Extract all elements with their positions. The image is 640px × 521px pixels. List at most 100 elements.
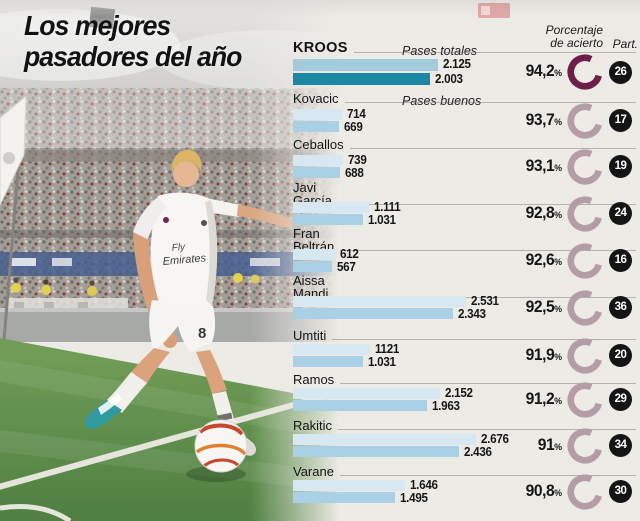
matches-badge: 26 xyxy=(609,60,632,84)
player-name: KROOS xyxy=(293,40,348,56)
svg-text:8: 8 xyxy=(198,325,206,342)
player-name: Umtiti xyxy=(293,328,327,343)
total-passes-value: 1121 xyxy=(375,342,400,356)
good-passes-bar xyxy=(293,261,332,272)
accuracy-ring-icon xyxy=(567,195,602,232)
good-passes-bar xyxy=(293,214,363,225)
total-passes-bar xyxy=(293,296,466,307)
matches-badge: 24 xyxy=(609,202,632,225)
player-name: Kovacic xyxy=(293,91,339,106)
total-passes-bar xyxy=(293,480,405,491)
total-passes-bar xyxy=(293,388,440,399)
row-rule xyxy=(338,429,636,430)
row-rule xyxy=(340,383,636,384)
total-passes-value: 2.531 xyxy=(471,294,499,308)
good-passes-bar xyxy=(293,73,430,85)
matches-column-header: Part. xyxy=(612,37,638,51)
player-name: Varane xyxy=(293,464,334,479)
broadcast-watermark-icon xyxy=(478,3,510,18)
ball-graphic xyxy=(194,419,248,473)
accuracy-header-line1: Porcentaje xyxy=(545,23,603,37)
accuracy-ring-icon xyxy=(567,102,602,139)
good-passes-bar xyxy=(293,121,339,132)
matches-badge: 19 xyxy=(609,155,632,178)
title-line-1: Los mejores xyxy=(24,10,171,41)
good-passes-value: 567 xyxy=(337,260,356,274)
matches-badge: 34 xyxy=(609,434,632,457)
row-rule xyxy=(338,204,636,205)
accuracy-ring-icon xyxy=(567,289,602,326)
good-passes-bar xyxy=(293,167,340,178)
row-rule xyxy=(344,102,636,103)
title-line-2: pasadores del año xyxy=(24,41,242,72)
total-passes-bar xyxy=(293,155,343,166)
total-passes-value: 714 xyxy=(347,107,366,121)
row-rule xyxy=(349,148,636,149)
accuracy-ring-icon xyxy=(567,473,602,510)
accuracy-column-header: Porcentaje de acierto xyxy=(500,24,603,50)
svg-text:Fly: Fly xyxy=(171,242,186,254)
total-passes-value: 1.646 xyxy=(410,478,438,492)
total-passes-bar xyxy=(293,249,335,260)
total-passes-bar xyxy=(293,434,476,445)
good-passes-value: 2.343 xyxy=(458,307,486,321)
matches-badge: 16 xyxy=(609,249,632,272)
accuracy-ring-icon xyxy=(567,242,602,279)
accuracy-value: 92,8% xyxy=(525,202,562,222)
row-rule xyxy=(339,475,636,476)
accuracy-ring-icon xyxy=(567,54,602,90)
row-rule xyxy=(334,297,636,298)
accuracy-ring-icon xyxy=(567,148,602,185)
good-passes-value: 1.031 xyxy=(368,355,396,369)
player-name: Ceballos xyxy=(293,137,344,152)
total-passes-value: 2.125 xyxy=(443,57,471,71)
photo-haze-strip xyxy=(0,0,640,18)
player-name: Ramos xyxy=(293,372,335,387)
good-passes-value: 1.031 xyxy=(368,213,396,227)
accuracy-value: 92,5% xyxy=(525,296,562,316)
total-passes-value: 2.152 xyxy=(445,386,473,400)
good-passes-value: 1.495 xyxy=(400,491,428,505)
total-passes-value: 612 xyxy=(340,247,359,261)
good-passes-bar xyxy=(293,492,395,503)
good-passes-value: 1.963 xyxy=(432,399,460,413)
total-passes-value: 2.676 xyxy=(481,432,509,446)
matches-badge: 29 xyxy=(609,388,632,411)
good-passes-bar xyxy=(293,400,427,411)
accuracy-value: 93,7% xyxy=(525,109,562,129)
accuracy-value: 94,2% xyxy=(525,61,562,80)
accuracy-value: 90,8% xyxy=(525,480,562,500)
good-passes-value: 688 xyxy=(345,166,364,180)
total-passes-legend: Pases totales xyxy=(402,44,478,58)
accuracy-header-line2: de acierto xyxy=(550,36,603,50)
good-passes-value: 2.436 xyxy=(464,445,492,459)
total-passes-bar xyxy=(293,109,342,120)
good-passes-legend: Pases buenos xyxy=(402,94,482,108)
matches-badge: 17 xyxy=(609,109,632,132)
accuracy-value: 91,2% xyxy=(525,388,562,408)
total-passes-bar xyxy=(293,344,370,355)
total-passes-value: 739 xyxy=(348,153,367,167)
accuracy-ring-icon xyxy=(567,337,602,374)
good-passes-bar xyxy=(293,308,453,319)
player-name: Rakitic xyxy=(293,418,333,433)
row-rule xyxy=(353,52,636,53)
matches-badge: 36 xyxy=(609,296,632,319)
accuracy-value: 91% xyxy=(537,434,562,454)
accuracy-ring-icon xyxy=(567,381,602,418)
page-title: Los mejores pasadores del año xyxy=(24,10,242,72)
accuracy-value: 93,1% xyxy=(525,155,562,175)
total-passes-bar xyxy=(293,202,369,213)
accuracy-value: 91,9% xyxy=(525,344,562,364)
good-passes-bar xyxy=(293,446,459,457)
good-passes-value: 669 xyxy=(344,120,363,134)
row-rule xyxy=(332,339,636,340)
good-passes-value: 2.003 xyxy=(435,72,463,86)
total-passes-value: 1.111 xyxy=(374,200,401,214)
matches-badge: 20 xyxy=(609,344,632,367)
accuracy-ring-icon xyxy=(567,427,602,464)
corner-flag-graphic xyxy=(0,94,27,341)
good-passes-bar xyxy=(293,356,363,367)
total-passes-bar xyxy=(293,59,438,71)
accuracy-value: 92,6% xyxy=(525,249,562,269)
